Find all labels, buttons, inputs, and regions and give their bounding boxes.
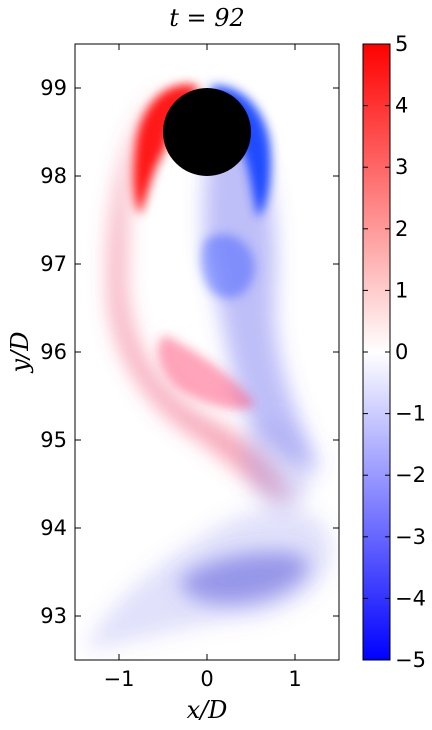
- y-tick-label: 94: [40, 516, 67, 540]
- y-tick-label: 95: [40, 428, 67, 452]
- colorbar-tick-label: −1: [395, 402, 426, 426]
- colorbar-tick-label: 4: [395, 94, 408, 118]
- left-red-shear-layer: [109, 90, 290, 500]
- colorbar-ticks: 5 4 3 2 1 0 −1 −2 −3 −4 −5: [363, 32, 426, 672]
- right-blue-shear-layer: [203, 90, 320, 470]
- y-tick-label: 93: [40, 604, 67, 628]
- y-tick-label: 99: [40, 76, 67, 100]
- cylinder: [163, 88, 251, 176]
- x-axis: −1 0 1: [104, 44, 302, 691]
- y-axis-label: y/D: [6, 332, 34, 374]
- colorbar-tick-label: −4: [395, 586, 426, 610]
- x-tick-label: 0: [200, 667, 213, 691]
- wake-weak-blue-tongue: [244, 418, 310, 511]
- y-axis: 93 94 95 96 97 98 99: [40, 76, 339, 628]
- vorticity-field: [75, 44, 339, 660]
- colorbar-tick-label: −2: [395, 463, 426, 487]
- colorbar-tick-label: 0: [395, 340, 408, 364]
- y-tick-label: 98: [40, 164, 67, 188]
- y-tick-label: 97: [40, 252, 67, 276]
- blue-vortex-core: [200, 234, 255, 299]
- red-vortex-core: [157, 335, 255, 410]
- chart-title: t = 92: [169, 4, 245, 32]
- colorbar-tick-label: 5: [395, 32, 408, 56]
- colorbar-tick-label: −5: [395, 648, 426, 672]
- colorbar-tick-label: 2: [395, 217, 408, 241]
- lower-blue-vortex: [180, 551, 308, 604]
- x-axis-label: x/D: [187, 696, 228, 724]
- blue-separation-layer: [210, 85, 271, 219]
- colorbar-tick-label: −3: [395, 525, 426, 549]
- colorbar-tick-label: 3: [395, 155, 408, 179]
- x-tick-label: −1: [104, 667, 135, 691]
- red-separation-layer: [133, 84, 200, 215]
- x-tick-label: 1: [288, 667, 301, 691]
- y-tick-label: 96: [40, 340, 67, 364]
- colorbar-tick-label: 1: [395, 278, 408, 302]
